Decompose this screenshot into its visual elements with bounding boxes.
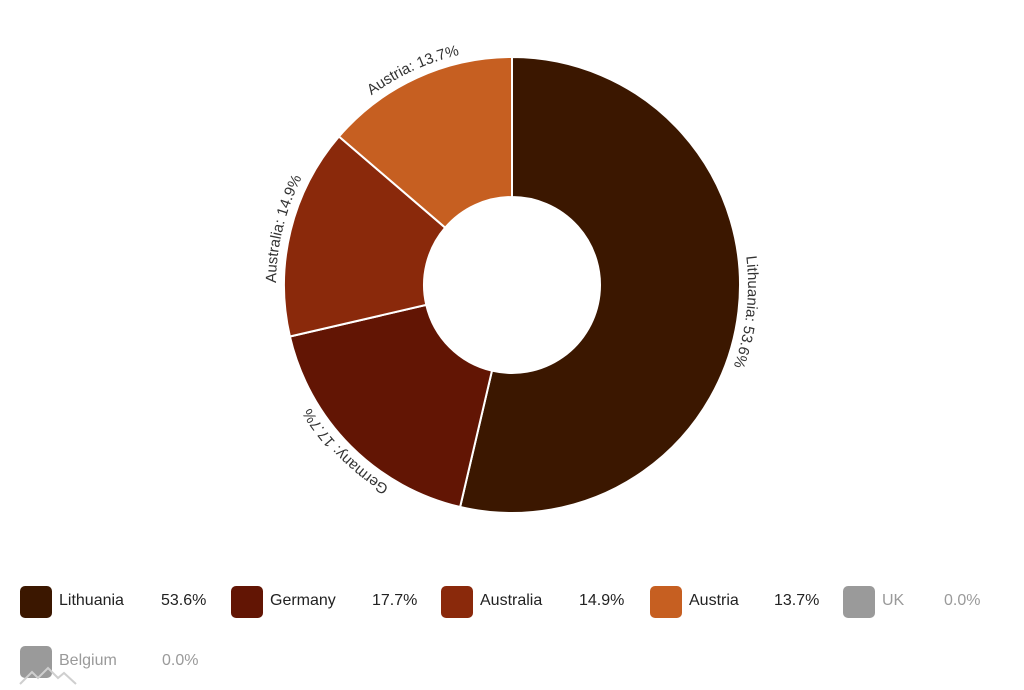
legend-swatch	[20, 646, 52, 678]
slice-australia[interactable]	[283, 135, 447, 338]
legend-label: Austria	[689, 592, 739, 609]
legend-label: UK	[882, 592, 905, 609]
legend-label: Australia	[480, 592, 543, 609]
legend-label: Lithuania	[59, 592, 124, 609]
legend-swatch	[20, 586, 52, 618]
legend-value: 13.7%	[774, 592, 820, 609]
slice-lithuania[interactable]	[458, 55, 741, 514]
legend-label: Germany	[270, 592, 336, 609]
slice-germany[interactable]	[288, 303, 494, 509]
legend-value: 14.9%	[579, 592, 625, 609]
chart-logo-icon	[19, 666, 77, 685]
legend-value: 0.0%	[162, 652, 199, 669]
legend-value: 53.6%	[161, 592, 207, 609]
donut-chart: Lithuania: 53.6%Germany: 17.7%Australia:…	[263, 42, 761, 514]
legend-swatch	[441, 586, 473, 618]
legend-swatch	[843, 586, 875, 618]
legend-value: 17.7%	[372, 592, 418, 609]
legend-label: Belgium	[59, 652, 117, 669]
legend-value: 0.0%	[944, 592, 981, 609]
legend-swatch	[231, 586, 263, 618]
legend-swatch	[650, 586, 682, 618]
slice-austria[interactable]	[337, 55, 513, 230]
